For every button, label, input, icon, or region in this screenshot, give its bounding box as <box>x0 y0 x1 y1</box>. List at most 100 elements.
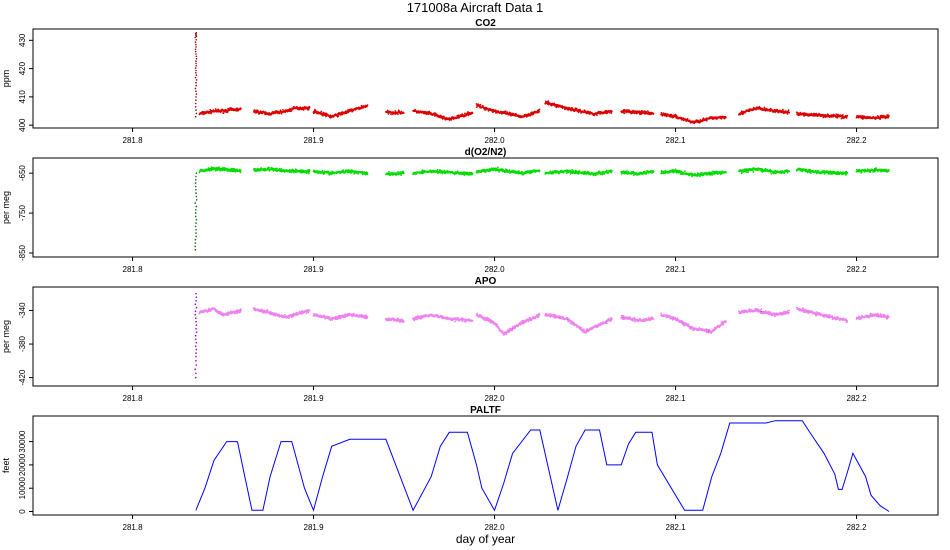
spike-point <box>195 43 197 46</box>
data-point <box>454 320 456 323</box>
data-point <box>529 172 532 175</box>
spike-point <box>195 179 197 181</box>
data-point <box>643 110 646 112</box>
x-tick-label: 281.9 <box>304 136 325 145</box>
data-point <box>538 110 540 113</box>
spike-point <box>195 209 197 211</box>
data-point <box>699 121 701 124</box>
data-point <box>770 173 773 175</box>
data-point <box>203 111 205 113</box>
data-point <box>315 110 318 113</box>
data-point <box>596 326 598 329</box>
panel-title: CO2 <box>475 18 496 29</box>
data-point <box>503 333 506 336</box>
data-point <box>282 109 284 111</box>
data-point <box>511 328 514 331</box>
data-point <box>345 112 348 115</box>
data-point <box>786 113 789 115</box>
spike-point <box>194 41 197 43</box>
data-point <box>596 114 598 116</box>
spike-point <box>195 72 197 74</box>
data-point <box>514 327 517 329</box>
data-point <box>436 168 439 171</box>
data-point <box>631 172 634 175</box>
spike-point <box>195 74 198 76</box>
data-point <box>513 325 516 327</box>
data-point <box>566 317 569 319</box>
spike-point <box>194 36 196 39</box>
spike-point <box>194 225 197 228</box>
data-point <box>740 172 743 175</box>
data-point <box>611 170 613 172</box>
data-point <box>691 175 693 178</box>
data-point <box>342 316 345 319</box>
spike-point <box>195 39 197 41</box>
data-point <box>290 314 292 316</box>
data-point <box>675 115 678 117</box>
data-point <box>680 116 683 119</box>
data-point <box>322 111 325 114</box>
data-point <box>652 170 655 173</box>
data-point <box>797 112 800 114</box>
spike-point <box>195 199 198 201</box>
data-point <box>290 171 292 174</box>
data-point <box>402 172 405 175</box>
data-point <box>280 168 283 170</box>
spike-point <box>195 90 197 92</box>
spike-point <box>195 55 198 58</box>
spike-point <box>195 65 197 67</box>
x-tick-label: 282.1 <box>666 136 687 145</box>
data-point <box>809 172 812 175</box>
data-point <box>652 318 655 320</box>
data-point <box>261 112 264 115</box>
data-point <box>569 322 572 325</box>
spike-point <box>195 195 198 198</box>
data-point <box>885 168 888 171</box>
data-point <box>745 171 748 174</box>
data-point <box>562 316 565 319</box>
spike-point <box>195 172 198 174</box>
data-point <box>471 112 474 115</box>
data-point <box>674 113 677 116</box>
data-point <box>558 172 560 175</box>
x-tick-label: 282.2 <box>847 394 868 403</box>
data-point <box>416 318 419 321</box>
data-point <box>394 110 397 112</box>
data-point <box>774 169 777 172</box>
data-point <box>302 109 305 111</box>
data-point <box>308 106 311 109</box>
spike-point <box>195 60 197 62</box>
y-tick-label: -650 <box>18 165 27 182</box>
data-point <box>739 113 742 116</box>
data-point <box>809 168 811 171</box>
data-point <box>292 171 295 174</box>
spike-point <box>195 79 198 81</box>
data-point <box>869 171 872 173</box>
data-point <box>441 115 443 118</box>
data-point <box>268 112 271 114</box>
data-point <box>787 109 790 111</box>
x-tick-label: 281.9 <box>304 394 325 403</box>
data-point <box>284 111 286 114</box>
y-tick-label: 420 <box>18 61 27 75</box>
data-point <box>314 109 317 112</box>
data-point <box>320 110 323 113</box>
x-tick-label: 282.1 <box>666 265 687 274</box>
spike-point <box>195 192 197 194</box>
data-point <box>518 170 520 172</box>
data-point <box>222 112 225 114</box>
data-point <box>575 107 578 110</box>
data-point <box>259 169 262 172</box>
data-point <box>457 317 460 319</box>
spike-point <box>194 245 196 248</box>
data-point <box>300 313 303 315</box>
spike-point <box>195 96 197 98</box>
data-point <box>366 104 369 106</box>
spike-point <box>195 112 198 115</box>
data-point <box>239 171 242 174</box>
data-point <box>326 315 328 318</box>
panel-title: d(O2/N2) <box>465 147 507 158</box>
y-tick-label: -340 <box>18 302 27 319</box>
data-point <box>365 317 368 320</box>
